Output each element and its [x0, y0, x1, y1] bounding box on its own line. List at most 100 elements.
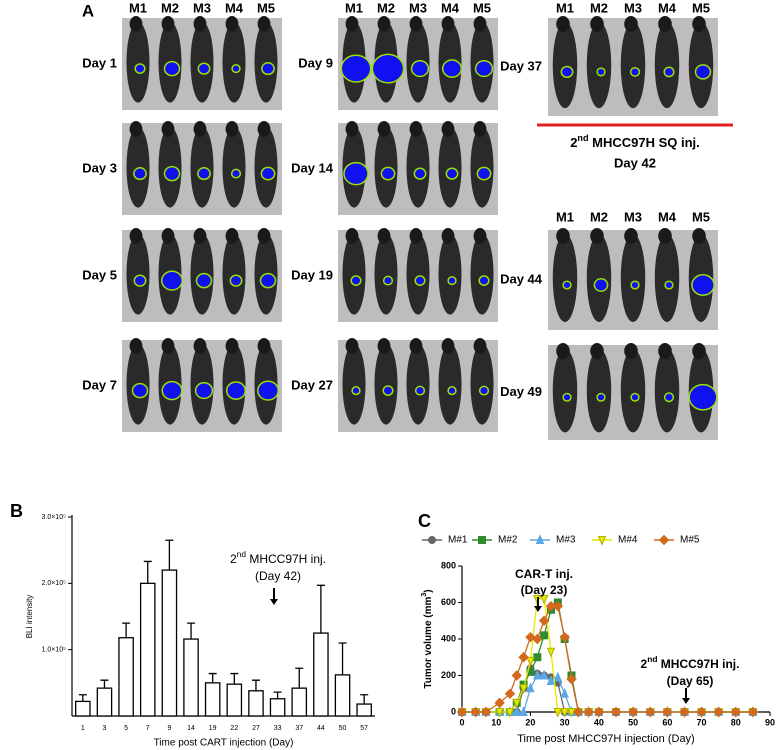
- y-axis-label-part: ): [423, 589, 434, 592]
- point: [480, 706, 492, 718]
- legend-label: M#3: [556, 535, 576, 546]
- error-bar: [122, 622, 131, 638]
- mouse: [586, 21, 612, 109]
- x-tick-label: 27: [252, 725, 260, 732]
- mouse-head: [692, 228, 706, 244]
- signal: [560, 65, 574, 79]
- point: [559, 631, 570, 643]
- y-axis-label: BLI intensity: [25, 595, 34, 639]
- legend-marker: [535, 534, 545, 544]
- x-tick-label: 50: [339, 725, 347, 732]
- mouse-head: [377, 121, 391, 137]
- point: [567, 708, 576, 718]
- day-label: Day 14: [291, 160, 334, 175]
- point: [526, 656, 535, 667]
- mouse-head: [441, 228, 455, 244]
- y-tick-label: 800: [441, 560, 456, 570]
- point: [538, 615, 550, 626]
- mouse: [438, 126, 462, 208]
- mouse-head: [658, 228, 672, 244]
- point: [539, 594, 549, 605]
- point: [610, 706, 622, 718]
- signal: [596, 392, 606, 402]
- day-label: Day 3: [82, 160, 117, 175]
- column-header: M2: [161, 0, 179, 15]
- point: [504, 688, 516, 699]
- x-tick-label: 44: [317, 725, 325, 732]
- mouse-head: [692, 16, 706, 32]
- signal: [197, 62, 211, 75]
- point: [713, 706, 724, 718]
- column-header: M4: [441, 0, 460, 15]
- signal: [694, 64, 712, 80]
- column-header: M2: [590, 209, 608, 224]
- mouse-head: [161, 338, 175, 354]
- x-axis-label: Time post MHCC97H injection (Day): [517, 733, 694, 745]
- signal: [351, 386, 361, 396]
- mouse-head: [658, 343, 672, 359]
- bar: [248, 690, 264, 717]
- point: [519, 684, 528, 695]
- signal: [161, 270, 183, 291]
- point: [593, 706, 605, 718]
- mouse: [222, 126, 246, 208]
- point: [546, 675, 556, 685]
- mouse-head: [345, 338, 359, 354]
- signal: [134, 63, 146, 74]
- mouse: [552, 348, 578, 433]
- mouse-head: [624, 343, 638, 359]
- mouse-head: [345, 121, 359, 137]
- x-tick-label: 3: [103, 725, 107, 732]
- mouse-head: [193, 228, 207, 244]
- mouse-head: [624, 228, 638, 244]
- annotation-part: MHCC97H inj.: [657, 657, 739, 671]
- signal: [161, 380, 183, 401]
- legend-label: M#1: [448, 535, 468, 546]
- signal: [478, 275, 490, 286]
- error-bar: [360, 694, 369, 705]
- bar: [291, 687, 308, 717]
- signal: [371, 53, 405, 84]
- bar: [161, 569, 178, 717]
- mouse-head: [129, 338, 143, 354]
- signal: [197, 167, 211, 181]
- mouse: [654, 21, 680, 109]
- mouse-head: [624, 16, 638, 32]
- day-label: Day 19: [291, 267, 333, 282]
- annotation: (Day 23): [521, 583, 568, 597]
- point: [566, 673, 577, 685]
- mouse-head: [161, 16, 175, 32]
- annotation-part: nd: [237, 549, 247, 559]
- x-tick-label: 30: [560, 717, 570, 727]
- mouse-head: [225, 228, 239, 244]
- mouse-head: [556, 16, 570, 32]
- mouse: [222, 233, 246, 315]
- signal: [195, 272, 213, 289]
- x-tick-label: 20: [525, 717, 535, 727]
- mouse: [126, 126, 150, 208]
- signal: [131, 382, 149, 399]
- legend-marker: [658, 534, 670, 546]
- bar: [269, 698, 286, 717]
- x-tick-label: 40: [594, 717, 604, 727]
- x-tick-label: 57: [360, 725, 368, 732]
- signal: [229, 274, 243, 287]
- column-header: M3: [193, 0, 211, 15]
- y-axis-label-part: 3: [421, 593, 428, 597]
- y-axis-label-part: Tumor volume (mm: [423, 596, 434, 688]
- x-tick-label: 50: [628, 717, 638, 727]
- mouse: [620, 234, 646, 322]
- bar: [356, 703, 372, 717]
- mouse: [654, 348, 680, 433]
- mouse-head: [225, 338, 239, 354]
- y-axis-label: Tumor volume (mm3): [421, 589, 433, 688]
- mouse-head: [129, 16, 143, 32]
- signal: [163, 165, 181, 182]
- point: [519, 706, 528, 716]
- error-bar: [100, 679, 109, 689]
- x-tick-label: 9: [167, 725, 171, 732]
- mouse: [222, 21, 246, 103]
- error-bar: [187, 622, 196, 640]
- mouse-head: [409, 16, 423, 32]
- signal: [133, 167, 147, 181]
